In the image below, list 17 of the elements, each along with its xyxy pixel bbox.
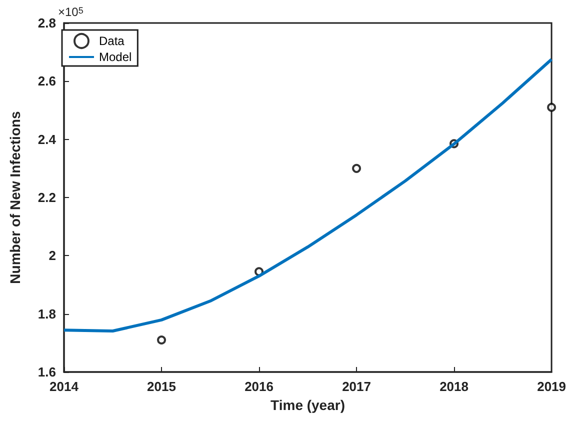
y-tick-label: 2.8: [38, 16, 56, 30]
x-axis-title: Time (year): [270, 397, 345, 413]
y-tick-label: 2: [48, 248, 56, 264]
legend-label: Data: [99, 34, 125, 48]
y-tick-label: 2.4: [38, 132, 57, 147]
y-tick-label: 2.2: [38, 190, 56, 205]
x-tick-label: 2017: [342, 379, 371, 394]
y-tick-label: 2.6: [38, 74, 56, 89]
x-tick-label: 2019: [537, 379, 566, 394]
x-tick-label: 2015: [147, 379, 176, 394]
x-tick-label: 2016: [244, 379, 274, 394]
y-tick-label: 1.6: [38, 364, 56, 380]
x-tick-label: 2014: [50, 379, 80, 394]
x-tick-label: 2018: [440, 379, 468, 394]
y-axis-title: Number of New Infections: [7, 110, 23, 284]
y-tick-label: 1.8: [38, 306, 56, 322]
legend-label: Model: [99, 50, 132, 64]
